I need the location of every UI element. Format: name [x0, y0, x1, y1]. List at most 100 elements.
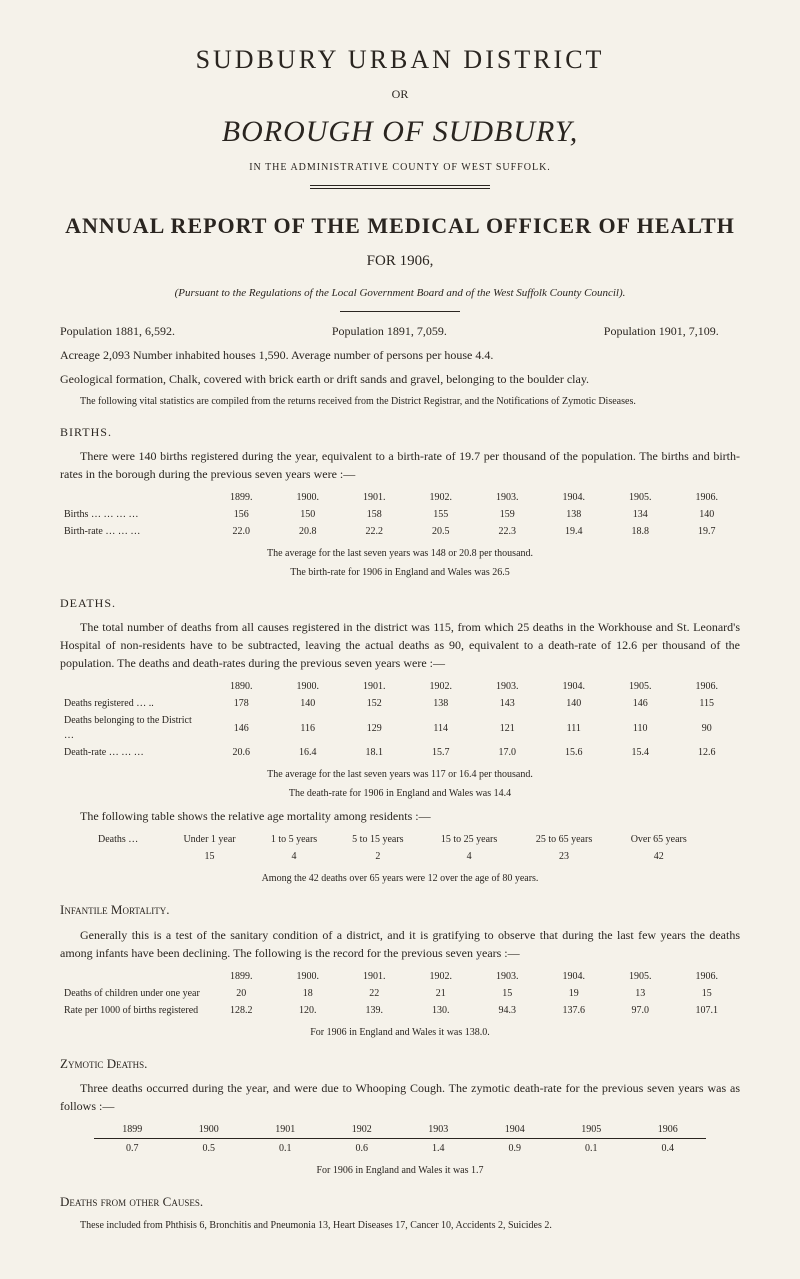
year-cell: 1901.: [341, 968, 408, 985]
or-label: OR: [60, 85, 740, 103]
data-cell: 150: [275, 506, 342, 523]
year-cell: 1903.: [474, 678, 541, 695]
infantile-eng: For 1906 in England and Wales it was 138…: [60, 1025, 740, 1040]
admin-line: IN THE ADMINISTRATIVE COUNTY OF WEST SUF…: [60, 160, 740, 175]
data-cell: 0.9: [477, 1139, 554, 1158]
year-cell: 1905.: [607, 678, 674, 695]
infantile-heading: Infantile Mortality.: [60, 900, 740, 920]
zymotic-table: 1899 1900 1901 1902 1903 1904 1905 1906 …: [94, 1121, 706, 1157]
year-cell: 1903.: [474, 489, 541, 506]
data-cell: 20: [208, 985, 275, 1002]
year-cell: 1899.: [208, 968, 275, 985]
deaths-avg: The average for the last seven years was…: [60, 767, 740, 782]
data-cell: 159: [474, 506, 541, 523]
data-cell: 18: [275, 985, 342, 1002]
data-cell: 107.1: [674, 1002, 741, 1019]
year-cell: 1902: [324, 1121, 401, 1139]
data-cell: 139.: [341, 1002, 408, 1019]
zymotic-heading: Zymotic Deaths.: [60, 1054, 740, 1074]
data-cell: 22.0: [208, 523, 275, 540]
data-cell: 13: [607, 985, 674, 1002]
data-cell: 116: [275, 712, 342, 744]
data-cell: 97.0: [607, 1002, 674, 1019]
data-cell: 0.7: [94, 1139, 171, 1158]
other-causes-line: These included from Phthisis 6, Bronchit…: [60, 1218, 740, 1233]
row-label: Deaths of children under one year: [60, 985, 208, 1002]
age-header: 1 to 5 years: [254, 831, 334, 848]
data-cell: 20.5: [408, 523, 475, 540]
data-cell: 143: [474, 695, 541, 712]
age-note: Among the 42 deaths over 65 years were 1…: [60, 871, 740, 886]
data-cell: 18.8: [607, 523, 674, 540]
data-cell: 0.6: [324, 1139, 401, 1158]
data-cell: 0.1: [553, 1139, 630, 1158]
year-cell: 1904: [477, 1121, 554, 1139]
births-heading: BIRTHS.: [60, 423, 740, 441]
data-cell: 15: [474, 985, 541, 1002]
year-cell: 1906.: [674, 489, 741, 506]
year-cell: 1902.: [408, 678, 475, 695]
data-cell: 20.8: [275, 523, 342, 540]
year-cell: 1902.: [408, 968, 475, 985]
year-cell: 1899: [94, 1121, 171, 1139]
year-cell: 1906.: [674, 968, 741, 985]
row-label: Deaths belonging to the District …: [60, 712, 208, 744]
data-cell: 146: [208, 712, 275, 744]
row-label: Birth-rate … … …: [60, 523, 208, 540]
for-year: FOR 1906,: [60, 250, 740, 273]
age-value: 15: [165, 848, 254, 865]
data-cell: 137.6: [541, 1002, 608, 1019]
acreage-line: Acreage 2,093 Number inhabited houses 1,…: [60, 346, 740, 364]
data-cell: 115: [674, 695, 741, 712]
data-cell: 156: [208, 506, 275, 523]
data-cell: 22.3: [474, 523, 541, 540]
row-label: Death-rate … … …: [60, 744, 208, 761]
data-cell: 140: [275, 695, 342, 712]
data-cell: 90: [674, 712, 741, 744]
data-cell: 152: [341, 695, 408, 712]
data-cell: 19.4: [541, 523, 608, 540]
year-cell: 1901.: [341, 678, 408, 695]
data-cell: 12.6: [674, 744, 741, 761]
data-cell: 146: [607, 695, 674, 712]
births-avg: The average for the last seven years was…: [60, 546, 740, 561]
age-header: Over 65 years: [611, 831, 706, 848]
divider-single-1: [340, 311, 460, 312]
data-cell: 138: [408, 695, 475, 712]
data-cell: 15.7: [408, 744, 475, 761]
pop-1891: Population 1891, 7,059.: [281, 322, 499, 340]
year-cell: 1905.: [607, 489, 674, 506]
zymotic-intro: Three deaths occurred during the year, a…: [60, 1079, 740, 1115]
data-cell: 130.: [408, 1002, 475, 1019]
births-eng: The birth-rate for 1906 in England and W…: [60, 565, 740, 580]
year-cell: 1899.: [208, 489, 275, 506]
pursuant-line: (Pursuant to the Regulations of the Loca…: [60, 285, 740, 302]
deaths-heading: DEATHS.: [60, 594, 740, 612]
data-cell: 1.4: [400, 1139, 477, 1158]
data-cell: 0.4: [630, 1139, 707, 1158]
age-value: 23: [517, 848, 612, 865]
row-label: Deaths registered … ..: [60, 695, 208, 712]
data-cell: 15.4: [607, 744, 674, 761]
age-header: 25 to 65 years: [517, 831, 612, 848]
year-cell: 1906.: [674, 678, 741, 695]
divider-double: [310, 185, 490, 189]
age-value: 42: [611, 848, 706, 865]
data-cell: 111: [541, 712, 608, 744]
data-cell: 140: [674, 506, 741, 523]
infantile-intro: Generally this is a test of the sanitary…: [60, 926, 740, 962]
year-cell: 1905: [553, 1121, 630, 1139]
data-cell: 121: [474, 712, 541, 744]
data-cell: 17.0: [474, 744, 541, 761]
data-cell: 16.4: [275, 744, 342, 761]
data-cell: 129: [341, 712, 408, 744]
year-cell: 1904.: [541, 678, 608, 695]
age-intro: The following table shows the relative a…: [60, 807, 740, 825]
data-cell: 18.1: [341, 744, 408, 761]
year-cell: 1900.: [275, 489, 342, 506]
year-cell: 1900.: [275, 678, 342, 695]
age-header: Under 1 year: [165, 831, 254, 848]
data-cell: 140: [541, 695, 608, 712]
vital-stats-note: The following vital statistics are compi…: [60, 394, 740, 409]
data-cell: 22.2: [341, 523, 408, 540]
